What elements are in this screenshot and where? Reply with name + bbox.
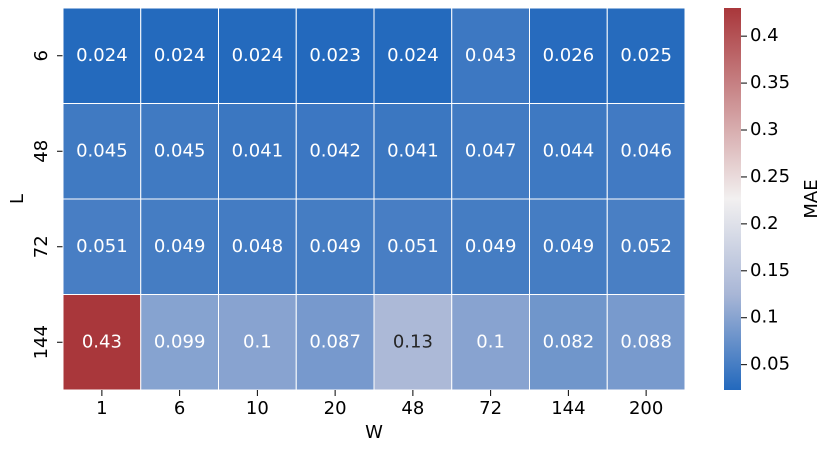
colorbar-label: MAE bbox=[801, 179, 822, 218]
colorbar-tick-label: 0.4 bbox=[750, 25, 779, 46]
heatmap-cell bbox=[606, 7, 686, 104]
heatmap-cell bbox=[451, 103, 530, 200]
cell-label: 0.024 bbox=[76, 45, 128, 66]
cell-label: 0.024 bbox=[154, 45, 206, 66]
heatmap-cell bbox=[373, 198, 453, 295]
cell-label: 0.046 bbox=[620, 140, 672, 161]
cell-label: 0.044 bbox=[543, 140, 595, 161]
colorbar-tick-label: 0.2 bbox=[750, 213, 779, 234]
colorbar-tick-label: 0.3 bbox=[750, 119, 779, 140]
cell-label: 0.024 bbox=[232, 45, 284, 66]
heatmap-cell bbox=[295, 294, 375, 391]
heatmap-cell bbox=[451, 7, 530, 104]
cell-label: 0.052 bbox=[620, 236, 672, 257]
cell-label: 0.045 bbox=[154, 140, 206, 161]
heatmap-cell bbox=[218, 198, 297, 295]
colorbar bbox=[724, 8, 741, 390]
cell-label: 0.087 bbox=[309, 331, 361, 352]
heatmap-cell bbox=[62, 198, 142, 295]
x-axis-label: W bbox=[365, 422, 383, 443]
cell-label: 0.099 bbox=[154, 331, 206, 352]
cell-label: 0.045 bbox=[76, 140, 128, 161]
cell-label: 0.041 bbox=[232, 140, 284, 161]
heatmap-cell bbox=[295, 198, 375, 295]
colorbar-tick-label: 0.15 bbox=[750, 260, 790, 281]
cell-label: 0.041 bbox=[387, 140, 439, 161]
x-tick-label: 6 bbox=[174, 398, 185, 419]
heatmap-cell bbox=[373, 294, 453, 391]
heatmap-cell bbox=[295, 103, 375, 200]
heatmap-cell bbox=[529, 198, 608, 295]
y-axis-label: L bbox=[7, 194, 28, 204]
y-tick-label: 6 bbox=[31, 50, 52, 61]
heatmap-cell bbox=[218, 103, 297, 200]
heatmap-cell bbox=[606, 103, 686, 200]
heatmap-cell bbox=[606, 294, 686, 391]
heatmap-cell bbox=[451, 198, 530, 295]
cell-label: 0.049 bbox=[543, 236, 595, 257]
heatmap-cell bbox=[373, 103, 453, 200]
heatmap-cell bbox=[606, 198, 686, 295]
cell-label: 0.1 bbox=[476, 331, 505, 352]
heatmap-cell bbox=[218, 294, 297, 391]
x-tick-label: 10 bbox=[246, 398, 269, 419]
heatmap-cell bbox=[529, 294, 608, 391]
heatmap-cell bbox=[140, 294, 219, 391]
heatmap-cell bbox=[140, 7, 219, 104]
x-tick-label: 144 bbox=[551, 398, 585, 419]
cell-label: 0.042 bbox=[309, 140, 361, 161]
cell-label: 0.051 bbox=[76, 236, 128, 257]
cell-label: 0.088 bbox=[620, 331, 672, 352]
cell-label: 0.024 bbox=[387, 45, 439, 66]
x-tick-label: 48 bbox=[401, 398, 424, 419]
x-tick-label: 72 bbox=[479, 398, 502, 419]
heatmap-cell bbox=[529, 103, 608, 200]
cell-label: 0.026 bbox=[543, 45, 595, 66]
cell-label: 0.025 bbox=[620, 45, 672, 66]
x-tick-label: 200 bbox=[629, 398, 663, 419]
colorbar-tick-label: 0.25 bbox=[750, 166, 790, 187]
cell-label: 0.049 bbox=[154, 236, 206, 257]
cell-label: 0.43 bbox=[82, 331, 122, 352]
y-tick-label: 48 bbox=[31, 140, 52, 163]
y-tick-label: 72 bbox=[31, 235, 52, 258]
cell-label: 0.13 bbox=[393, 331, 433, 352]
cell-label: 0.048 bbox=[232, 236, 284, 257]
colorbar-tick-label: 0.05 bbox=[750, 354, 790, 375]
heatmap-cell bbox=[140, 103, 219, 200]
cell-label: 0.082 bbox=[543, 331, 595, 352]
cell-label: 0.049 bbox=[465, 236, 517, 257]
x-tick-label: 1 bbox=[96, 398, 107, 419]
y-tick-label: 144 bbox=[31, 325, 52, 359]
cell-label: 0.047 bbox=[465, 140, 517, 161]
cell-label: 0.051 bbox=[387, 236, 439, 257]
cell-label: 0.049 bbox=[309, 236, 361, 257]
cell-label: 0.043 bbox=[465, 45, 517, 66]
cell-label: 0.1 bbox=[243, 331, 272, 352]
colorbar-tick-label: 0.35 bbox=[750, 72, 790, 93]
cell-label: 0.023 bbox=[309, 45, 361, 66]
x-tick-label: 20 bbox=[324, 398, 347, 419]
heatmap-cell bbox=[140, 198, 219, 295]
colorbar-tick-label: 0.1 bbox=[750, 307, 779, 328]
heatmap-cell bbox=[62, 294, 142, 391]
